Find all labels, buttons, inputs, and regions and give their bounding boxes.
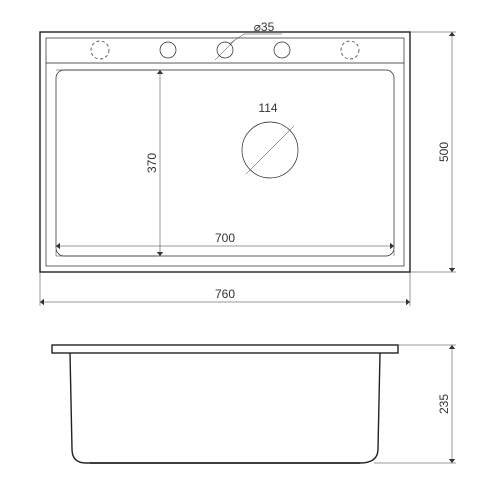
dim-label-front-depth: 235 [437, 394, 451, 414]
tap-hole-0 [91, 41, 109, 59]
sink-front-body [70, 353, 380, 463]
dim-label-bowl-height: 370 [145, 153, 159, 173]
tap-hole-3 [274, 42, 290, 58]
dim-label-drain: 114 [258, 101, 277, 115]
dim-label-bowl-width: 700 [215, 231, 235, 245]
dim-label-outer-height: 500 [437, 142, 451, 162]
dim-label-tap-hole: ⌀35 [254, 20, 275, 34]
sink-front-view [52, 345, 398, 463]
sink-bowl-outline [56, 70, 394, 256]
dim-label-outer-width: 760 [215, 287, 235, 301]
tap-hole-1 [160, 42, 176, 58]
tap-hole-4 [341, 41, 359, 59]
technical-drawing: ⌀35 114 700 370 760 500 235 [0, 0, 500, 500]
